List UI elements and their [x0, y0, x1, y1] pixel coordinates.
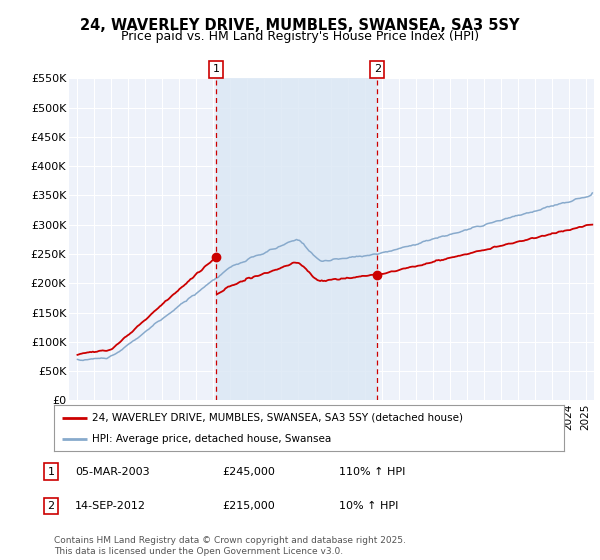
Text: 05-MAR-2003: 05-MAR-2003 — [75, 466, 149, 477]
Text: Contains HM Land Registry data © Crown copyright and database right 2025.
This d: Contains HM Land Registry data © Crown c… — [54, 536, 406, 556]
Text: £245,000: £245,000 — [222, 466, 275, 477]
Text: 24, WAVERLEY DRIVE, MUMBLES, SWANSEA, SA3 5SY: 24, WAVERLEY DRIVE, MUMBLES, SWANSEA, SA… — [80, 18, 520, 33]
Bar — [216, 78, 377, 400]
Text: 10% ↑ HPI: 10% ↑ HPI — [339, 501, 398, 511]
Text: 1: 1 — [47, 466, 55, 477]
Text: 1: 1 — [212, 64, 220, 74]
Text: 2: 2 — [47, 501, 55, 511]
Text: £215,000: £215,000 — [222, 501, 275, 511]
Text: Price paid vs. HM Land Registry's House Price Index (HPI): Price paid vs. HM Land Registry's House … — [121, 30, 479, 43]
Text: 2: 2 — [374, 64, 381, 74]
Text: HPI: Average price, detached house, Swansea: HPI: Average price, detached house, Swan… — [92, 435, 331, 444]
Text: 14-SEP-2012: 14-SEP-2012 — [75, 501, 146, 511]
Text: 24, WAVERLEY DRIVE, MUMBLES, SWANSEA, SA3 5SY (detached house): 24, WAVERLEY DRIVE, MUMBLES, SWANSEA, SA… — [92, 413, 463, 423]
Text: 110% ↑ HPI: 110% ↑ HPI — [339, 466, 406, 477]
